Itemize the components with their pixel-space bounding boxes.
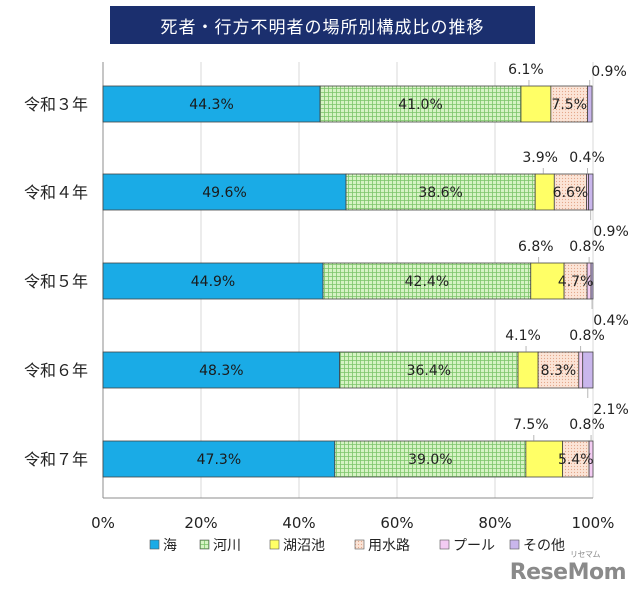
chart-title: 死者・行方不明者の場所別構成比の推移 — [110, 6, 535, 44]
data-label: 48.3% — [199, 363, 243, 379]
x-tick-label: 100% — [572, 514, 615, 532]
bar-segment — [553, 173, 588, 211]
bar-segment — [520, 85, 552, 123]
data-label: 44.3% — [189, 97, 233, 113]
bar-segment — [578, 351, 584, 389]
legend-label: 用水路 — [368, 538, 410, 554]
x-tick-label: 0% — [91, 514, 115, 532]
data-label: 7.5% — [551, 97, 587, 113]
data-label: 6.8% — [518, 239, 554, 255]
data-label: 6.6% — [553, 185, 589, 201]
legend-swatch — [149, 539, 160, 550]
data-label: 7.5% — [513, 417, 549, 433]
category-label: 令和７年 — [24, 450, 88, 469]
data-label: 0.8% — [569, 417, 605, 433]
resemom-logo: リセマム ReseMom — [509, 549, 627, 585]
bar-segment — [525, 440, 564, 478]
legend-swatch — [354, 539, 365, 550]
data-label: 0.4% — [569, 150, 605, 166]
bar-segment — [102, 85, 321, 123]
bar-segment — [319, 85, 522, 123]
data-label: 47.3% — [197, 452, 241, 468]
category-label: 令和３年 — [24, 95, 88, 114]
bar-segment — [102, 173, 347, 211]
bar-segment — [345, 173, 536, 211]
data-label: 0.9% — [593, 224, 629, 240]
data-label: 2.1% — [593, 402, 629, 418]
bar-segment — [102, 440, 336, 478]
data-label: 5.4% — [558, 452, 594, 468]
category-label: 令和６年 — [24, 361, 88, 380]
data-label: 0.4% — [593, 313, 629, 329]
data-label: 41.0% — [398, 97, 442, 113]
data-label: 6.1% — [508, 62, 544, 78]
bar-segment — [582, 351, 594, 389]
bar-segment — [322, 262, 532, 300]
legend-label: 海 — [163, 538, 177, 554]
legend-swatch — [199, 539, 210, 550]
x-tick-label: 80% — [478, 514, 511, 532]
legend-swatch — [509, 539, 520, 550]
bar-segment — [102, 262, 324, 300]
x-tick-label: 60% — [380, 514, 413, 532]
data-label: 3.9% — [522, 150, 558, 166]
legend-swatch — [269, 539, 280, 550]
data-label: 0.8% — [569, 328, 605, 344]
data-label: 0.8% — [569, 239, 605, 255]
legend-swatch — [439, 539, 450, 550]
x-tick-label: 40% — [282, 514, 315, 532]
bar-segment — [588, 173, 594, 211]
logo-subtext: リセマム — [570, 550, 601, 559]
data-label: 44.9% — [191, 274, 235, 290]
legend-label: プール — [453, 538, 495, 554]
bar-segment — [587, 85, 593, 123]
data-label: 4.1% — [505, 328, 541, 344]
data-label: 42.4% — [405, 274, 449, 290]
data-label: 4.7% — [558, 274, 594, 290]
bar-segment — [537, 351, 580, 389]
category-label: 令和４年 — [24, 183, 88, 202]
bar-segment — [339, 351, 519, 389]
bar-segment — [517, 351, 539, 389]
legend-label: その他 — [523, 538, 565, 554]
bar-segment — [102, 351, 341, 389]
data-label: 36.4% — [407, 363, 451, 379]
logo-text: ReseMom — [509, 560, 627, 585]
bar-segment — [334, 440, 527, 478]
data-label: 49.6% — [202, 185, 246, 201]
x-tick-label: 20% — [184, 514, 217, 532]
legend-label: 河川 — [213, 538, 241, 554]
data-label: 8.3% — [541, 363, 577, 379]
data-label: 39.0% — [408, 452, 452, 468]
bar-segment — [534, 173, 555, 211]
bar-segment — [562, 440, 590, 478]
category-label: 令和５年 — [24, 272, 88, 291]
data-label: 38.6% — [418, 185, 462, 201]
data-label: 0.9% — [591, 64, 627, 80]
legend-label: 湖沼池 — [283, 538, 325, 554]
